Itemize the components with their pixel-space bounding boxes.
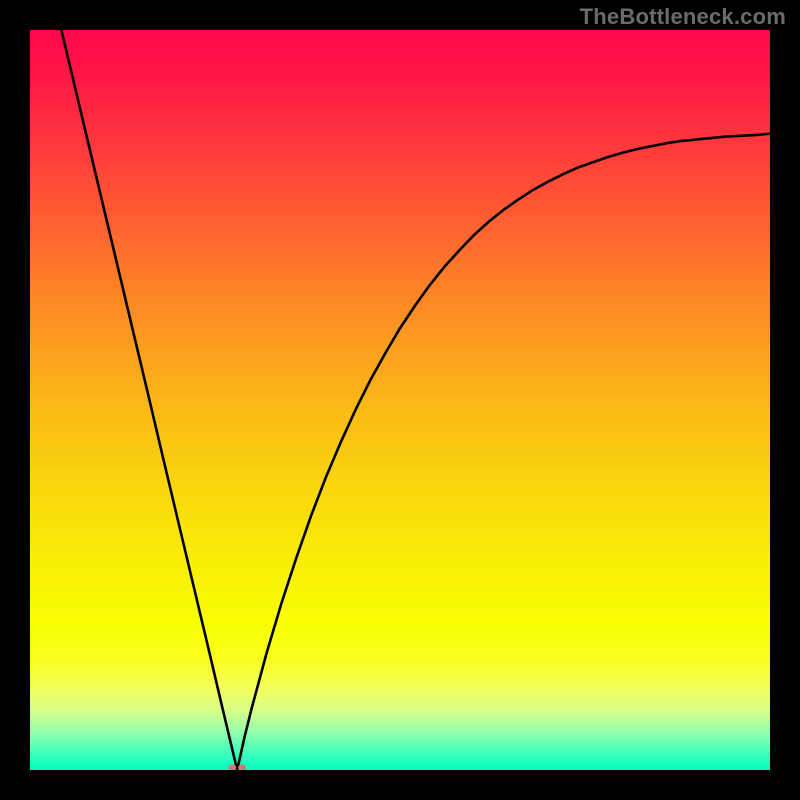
- chart-frame: TheBottleneck.com: [0, 0, 800, 800]
- bottleneck-chart: [30, 30, 770, 770]
- watermark-text: TheBottleneck.com: [580, 4, 786, 30]
- chart-background: [30, 30, 770, 770]
